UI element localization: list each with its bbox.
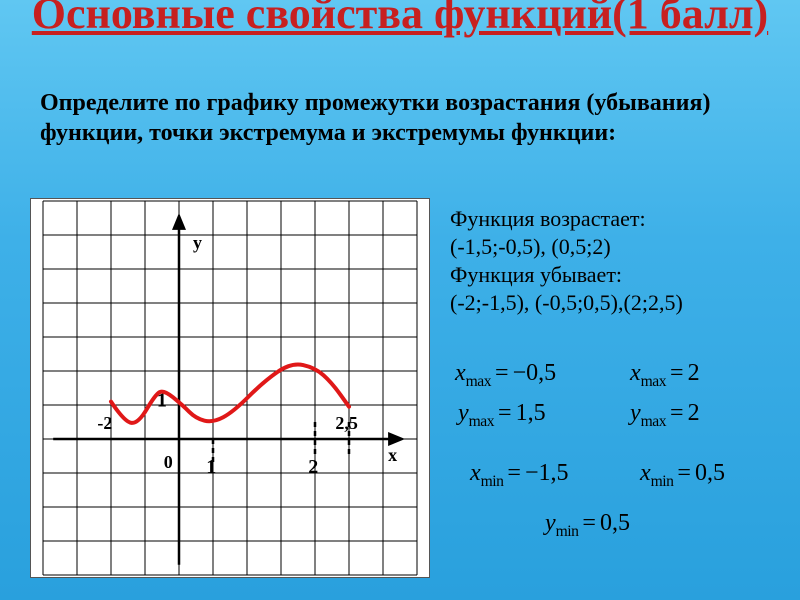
svg-text:2,5: 2,5	[335, 413, 358, 433]
extremum-ymin: ymin=0,5	[545, 510, 630, 541]
chart-svg: yx011-222,5	[30, 198, 430, 578]
extremum-ymax: ymax=1,5	[458, 400, 546, 431]
slide-subtitle: Определите по графику промежутки возраст…	[40, 88, 780, 148]
svg-text:0: 0	[164, 452, 173, 472]
extremum-xmin: xmin=−1,5	[470, 460, 569, 491]
extremum-xmax: xmax=2	[630, 360, 700, 391]
extremum-ymax: ymax=2	[630, 400, 700, 431]
answer-increasing-label: Функция возрастает:	[450, 205, 790, 234]
answer-increasing-values: (-1,5;-0,5), (0,5;2)	[450, 233, 790, 262]
extremum-xmin: xmin=0,5	[640, 460, 725, 491]
chart: yx011-222,5	[30, 198, 430, 578]
slide-title: Основные свойства функций(1 балл)	[0, 0, 800, 36]
svg-text:-2: -2	[97, 413, 112, 433]
function-curve	[111, 365, 349, 423]
slide: Основные свойства функций(1 балл) Опреде…	[0, 0, 800, 600]
answer-decreasing-label: Функция убывает:	[450, 261, 790, 290]
answer-decreasing-values: (-2;-1,5), (-0,5;0,5),(2;2,5)	[450, 289, 790, 318]
svg-text:x: x	[388, 445, 397, 465]
extremum-xmax: xmax=−0,5	[455, 360, 556, 391]
svg-text:2: 2	[308, 456, 318, 478]
svg-text:1: 1	[206, 456, 216, 478]
svg-text:y: y	[193, 233, 202, 253]
